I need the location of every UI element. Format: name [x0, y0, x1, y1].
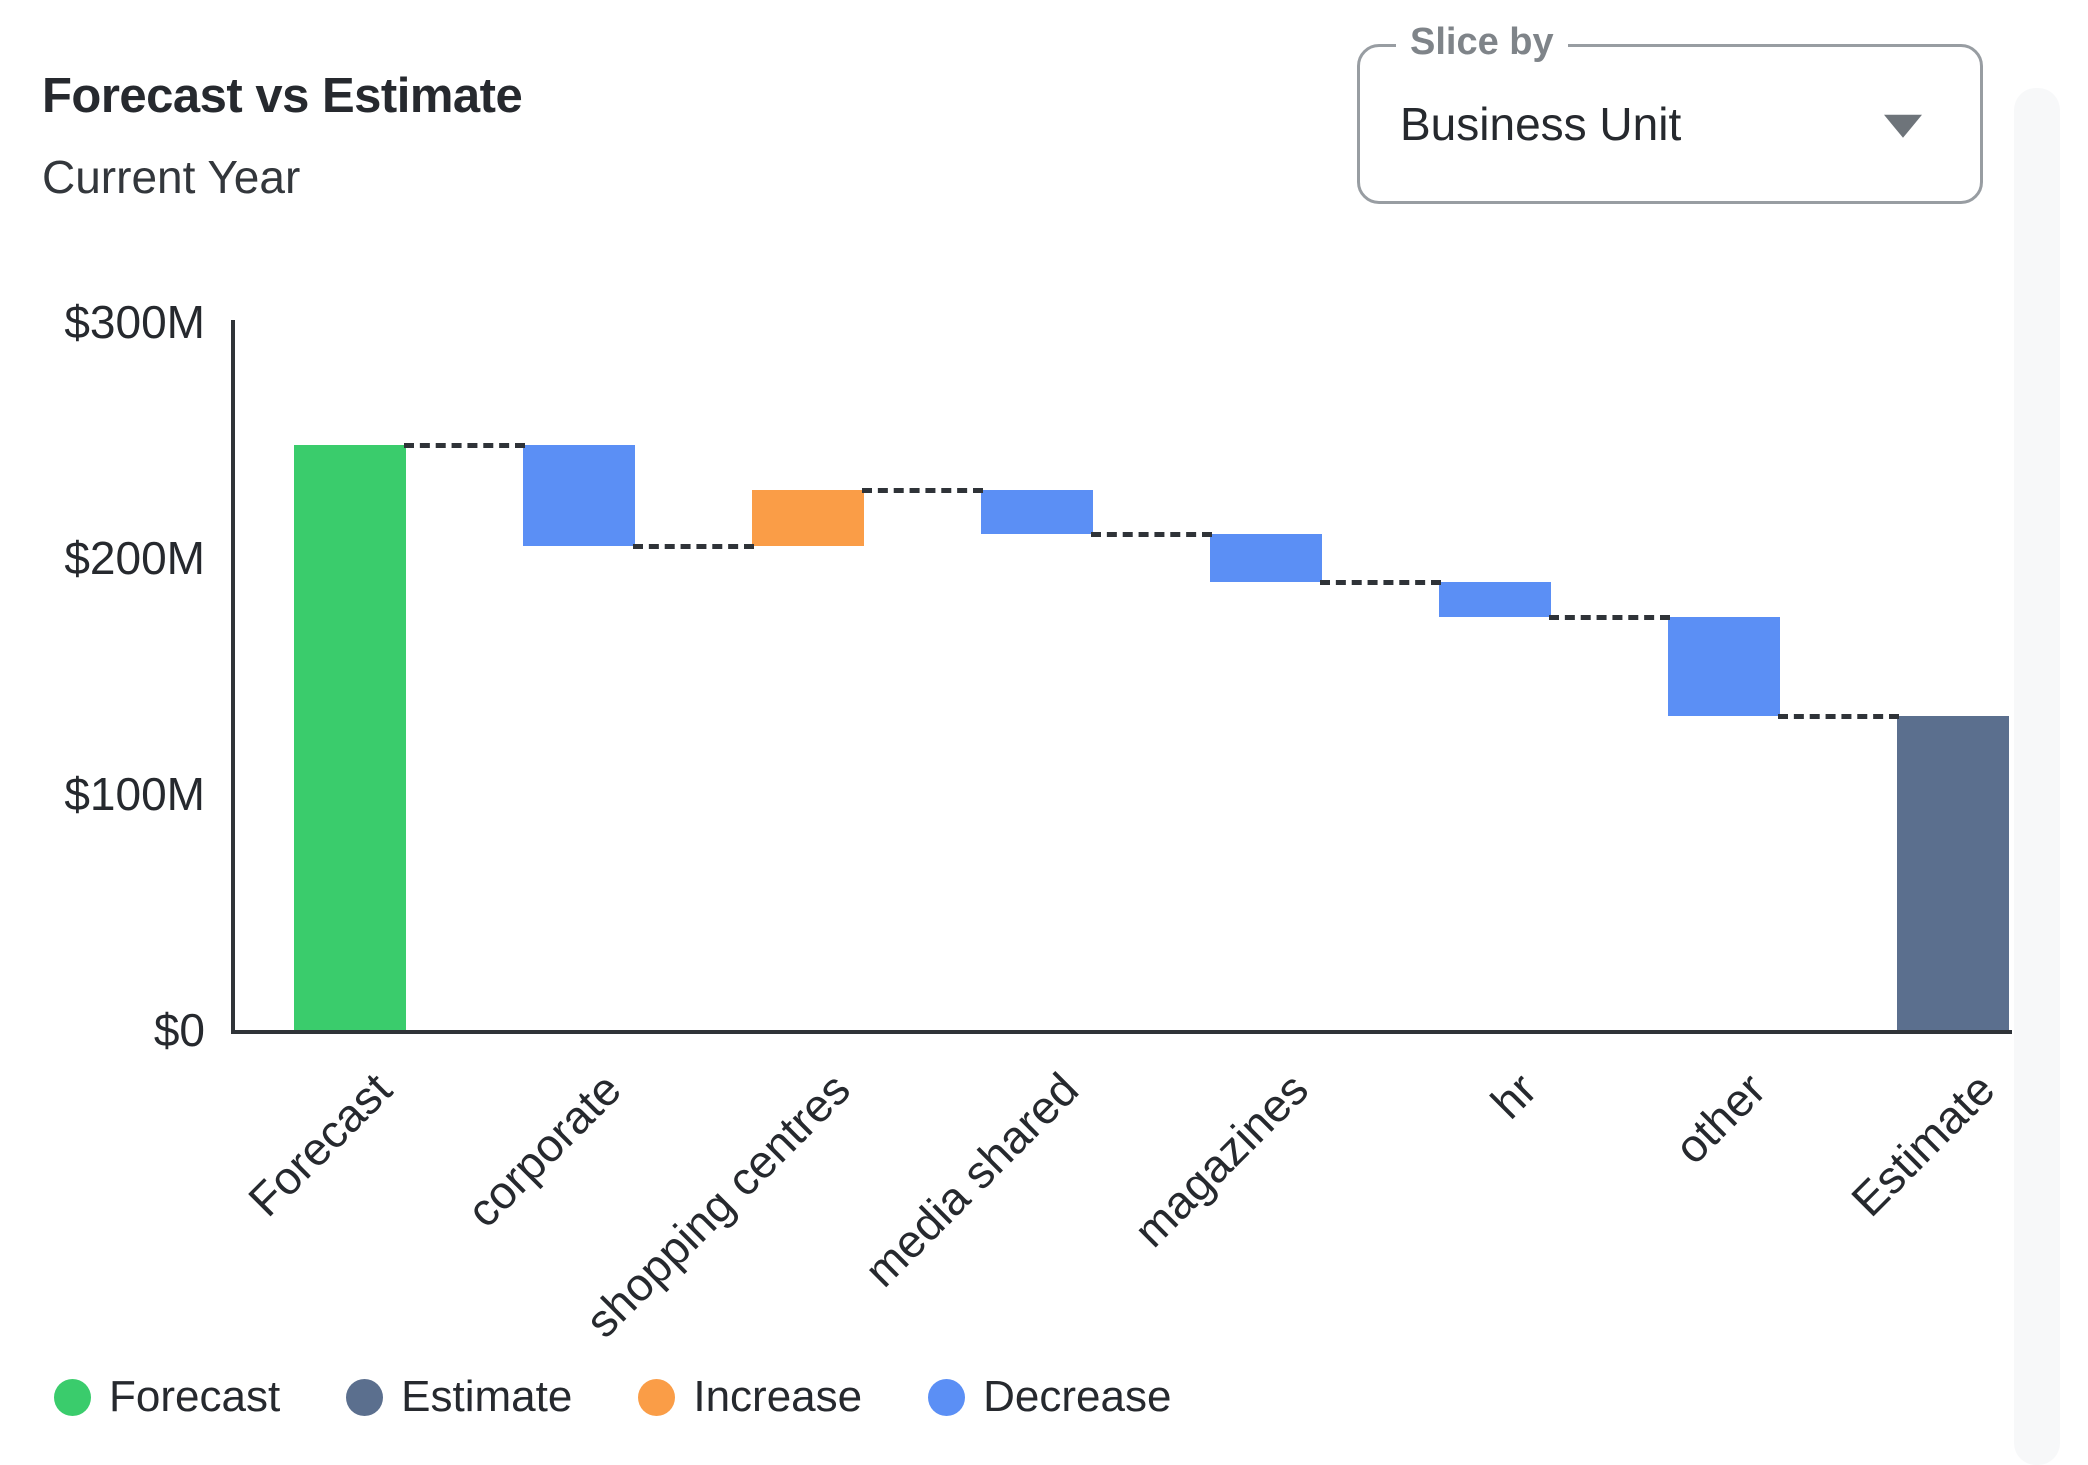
legend-label: Decrease — [983, 1372, 1172, 1421]
x-axis-label-magazines: magazines — [1123, 1062, 1318, 1257]
legend-color-dot-icon — [346, 1378, 384, 1416]
bar-other[interactable] — [1668, 617, 1780, 716]
bar-hr[interactable] — [1439, 582, 1551, 617]
y-axis-line — [231, 320, 235, 1032]
x-axis-label-estimate: Estimate — [1841, 1062, 2005, 1227]
waterfall-connector — [404, 443, 525, 448]
slice-by-label: Slice by — [1396, 21, 1568, 64]
bar-magazines[interactable] — [1210, 534, 1322, 582]
bar-estimate[interactable] — [1897, 716, 2009, 1030]
chart-title: Forecast vs Estimate — [42, 69, 523, 123]
chart-legend: Forecast Estimate Increase Decrease — [54, 1372, 1171, 1422]
bar-shopping-centres[interactable] — [752, 490, 864, 546]
waterfall-connector — [1549, 615, 1670, 620]
slice-by-dropdown[interactable]: Slice by Business Unit — [1357, 21, 1983, 204]
legend-label: Increase — [693, 1372, 863, 1421]
x-axis-label-other: other — [1664, 1062, 1776, 1174]
scrollbar-track[interactable] — [2014, 88, 2060, 1465]
waterfall-connector — [1320, 580, 1441, 585]
y-axis-tick-label--200m: $200M — [64, 532, 205, 584]
slice-by-value: Business Unit — [1400, 98, 1682, 150]
legend-item-decrease[interactable]: Decrease — [928, 1372, 1171, 1422]
y-axis-tick-label--0: $0 — [153, 1004, 205, 1056]
x-axis-label-media-shared: media shared — [854, 1062, 1089, 1297]
legend-label: Forecast — [109, 1372, 281, 1421]
y-axis-tick-label--300m: $300M — [64, 296, 205, 348]
waterfall-connector — [862, 488, 983, 493]
chart-subtitle: Current Year — [42, 151, 301, 203]
legend-item-increase[interactable]: Increase — [638, 1372, 862, 1422]
waterfall-connector — [1091, 532, 1212, 537]
bar-media-shared[interactable] — [981, 490, 1093, 534]
y-axis-tick-label--100m: $100M — [64, 768, 205, 820]
x-axis-line — [231, 1030, 2012, 1034]
legend-item-estimate[interactable]: Estimate — [346, 1372, 572, 1422]
waterfall-connector — [1778, 714, 1899, 719]
x-axis-label-hr: hr — [1480, 1062, 1547, 1129]
waterfall-connector — [633, 544, 754, 549]
legend-color-dot-icon — [54, 1378, 91, 1416]
legend-item-forecast[interactable]: Forecast — [54, 1372, 280, 1422]
legend-label: Estimate — [401, 1372, 573, 1421]
x-axis-label-corporate: corporate — [456, 1062, 631, 1237]
bar-corporate[interactable] — [523, 445, 635, 546]
x-axis-label-forecast: Forecast — [238, 1062, 402, 1227]
legend-color-dot-icon — [928, 1378, 966, 1416]
chevron-down-icon — [1884, 114, 1922, 138]
legend-color-dot-icon — [638, 1378, 676, 1416]
bar-forecast[interactable] — [294, 445, 406, 1030]
